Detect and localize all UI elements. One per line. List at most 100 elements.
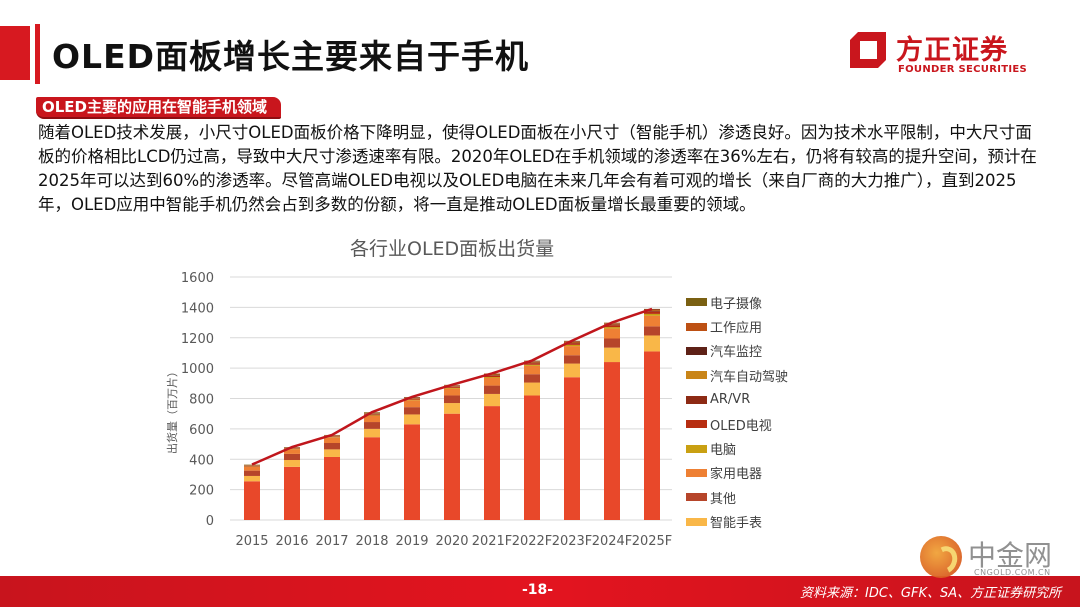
bar-segment bbox=[564, 346, 580, 356]
founder-securities-logo: 方正证券 FOUNDER SECURITIES bbox=[848, 28, 1028, 78]
x-tick-label: 2023F bbox=[552, 534, 593, 549]
bar-segment bbox=[324, 449, 340, 457]
legend-swatch bbox=[686, 444, 707, 453]
page-number: -18- bbox=[522, 582, 554, 598]
x-tick-label: 2019 bbox=[395, 534, 428, 549]
x-tick-label: 2024F bbox=[592, 534, 633, 549]
bar-segment bbox=[644, 351, 660, 520]
bar-segment bbox=[244, 470, 260, 476]
legend-label: 家用电器 bbox=[710, 467, 763, 483]
bar-segment bbox=[644, 313, 660, 316]
bar-segment bbox=[404, 400, 420, 408]
bar-segment bbox=[644, 309, 660, 311]
bar-segment bbox=[404, 414, 420, 425]
legend-item: 电脑 bbox=[686, 436, 788, 460]
accent-bar bbox=[0, 26, 30, 80]
legend-label: 汽车监控 bbox=[710, 345, 763, 361]
legend-item: 汽车监控 bbox=[686, 339, 788, 363]
x-tick-label: 2022F bbox=[512, 534, 553, 549]
bar-segment bbox=[444, 395, 460, 404]
x-tick-label: 2016 bbox=[275, 534, 308, 549]
bar-segment bbox=[444, 403, 460, 414]
legend-item: 工作应用 bbox=[686, 314, 788, 338]
y-tick-label: 1000 bbox=[181, 362, 214, 377]
legend-label: 电子摄像 bbox=[710, 296, 763, 312]
bar-segment bbox=[524, 382, 540, 396]
bar-segment bbox=[444, 387, 460, 389]
bar-segment bbox=[644, 310, 660, 312]
bar-segment bbox=[644, 326, 660, 336]
legend-label: OLED电视 bbox=[710, 418, 772, 434]
bar-segment bbox=[444, 386, 460, 387]
y-tick-label: 1600 bbox=[181, 271, 214, 286]
legend-swatch bbox=[686, 468, 707, 477]
chart-title: 各行业OLED面板出货量 bbox=[350, 238, 555, 260]
bar-segment bbox=[604, 362, 620, 520]
y-tick-label: 600 bbox=[189, 423, 214, 438]
legend-swatch bbox=[686, 517, 707, 526]
bar-segment bbox=[484, 377, 500, 386]
bar-segment bbox=[484, 375, 500, 376]
bar-segment bbox=[604, 338, 620, 348]
bar-segment bbox=[524, 362, 540, 364]
bar-segment bbox=[444, 388, 460, 396]
data-source: 资料来源：IDC、GFK、SA、方正证券研究所 bbox=[800, 586, 1062, 601]
legend-item: 汽车自动驾驶 bbox=[686, 363, 788, 387]
bar-segment bbox=[284, 460, 300, 467]
bar-segment bbox=[604, 327, 620, 329]
bar-segment bbox=[604, 328, 620, 339]
bar-segment bbox=[284, 449, 300, 454]
bar-segment bbox=[244, 481, 260, 520]
legend-swatch bbox=[686, 322, 707, 331]
body-paragraph: 随着OLED技术发展，小尺寸OLED面板价格下降明显，使得OLED面板在小尺寸（… bbox=[38, 123, 1037, 214]
page-title: OLED面板增长主要来自于手机 bbox=[52, 37, 530, 76]
bar-segment bbox=[604, 324, 620, 326]
bar-segment bbox=[404, 398, 420, 400]
section-subtitle: OLED主要的应用在智能手机领域 bbox=[36, 97, 282, 119]
chart-legend: 电子摄像 工作应用 汽车监控 汽车自动驾驶 AR/VR OLED电视 电脑 家用电器 其他 智能手… bbox=[686, 290, 788, 534]
y-tick-label: 200 bbox=[189, 484, 214, 499]
y-tick-label: 400 bbox=[189, 453, 214, 468]
x-tick-label: 2015 bbox=[235, 534, 268, 549]
founder-logo-icon bbox=[850, 32, 886, 68]
total-line bbox=[251, 307, 653, 466]
legend-label: AR/VR bbox=[710, 392, 751, 408]
bar-segment bbox=[324, 437, 340, 443]
bar-segment bbox=[524, 361, 540, 363]
legend-swatch bbox=[686, 493, 707, 502]
bar-segment bbox=[644, 315, 660, 327]
bar-segment bbox=[564, 355, 580, 364]
bar-segment bbox=[404, 399, 420, 401]
x-tick-label: 2018 bbox=[355, 534, 388, 549]
legend-swatch bbox=[686, 346, 707, 355]
bar-segment bbox=[484, 393, 500, 407]
bar-segment bbox=[564, 344, 580, 347]
legend-swatch bbox=[686, 395, 707, 404]
bar-segment bbox=[244, 466, 260, 471]
bar-segment bbox=[324, 456, 340, 520]
bar-segment bbox=[444, 413, 460, 520]
bar-segment bbox=[604, 347, 620, 363]
bar-segment bbox=[444, 386, 460, 388]
bar-segment bbox=[484, 377, 500, 378]
bar-segment bbox=[404, 424, 420, 520]
legend-item: 电子摄像 bbox=[686, 290, 788, 314]
legend-item: AR/VR bbox=[686, 388, 788, 412]
legend-label: 其他 bbox=[710, 491, 737, 507]
bar-segment bbox=[524, 395, 540, 520]
legend-label: 汽车自动驾驶 bbox=[710, 369, 789, 385]
legend-swatch bbox=[686, 298, 707, 307]
bar-segment bbox=[524, 374, 540, 383]
bar-segment bbox=[324, 442, 340, 450]
bar-segment bbox=[644, 311, 660, 314]
watermark-name: 中金网 bbox=[968, 539, 1053, 572]
legend-label: 工作应用 bbox=[710, 321, 763, 337]
bar-segment bbox=[524, 363, 540, 365]
bar-segment bbox=[324, 436, 340, 438]
bar-segment bbox=[284, 466, 300, 520]
bar-segment bbox=[564, 377, 580, 520]
legend-item: 其他 bbox=[686, 485, 788, 509]
logo-name-cn: 方正证券 bbox=[896, 35, 1008, 66]
bar-segment bbox=[484, 375, 500, 378]
